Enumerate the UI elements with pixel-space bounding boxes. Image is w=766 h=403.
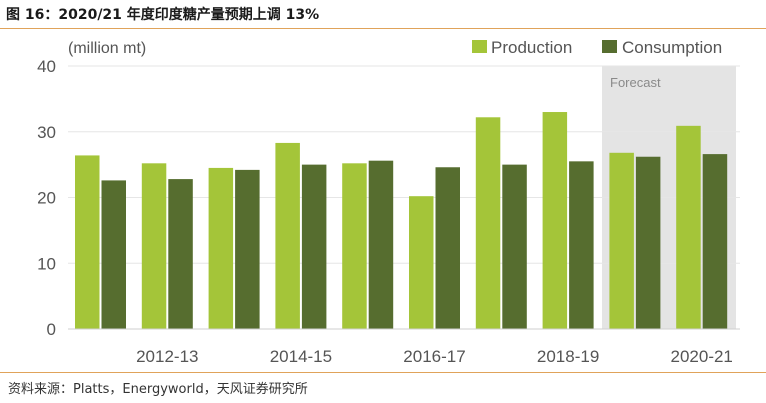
legend: Production Consumption	[472, 38, 722, 57]
consumption-bar	[301, 164, 327, 329]
production-bar	[208, 167, 234, 329]
consumption-bar	[569, 161, 594, 329]
consumption-bar	[702, 154, 728, 329]
legend-consumption-label: Consumption	[622, 38, 722, 57]
forecast-label: Forecast	[610, 75, 661, 90]
consumption-bar	[635, 156, 661, 329]
production-bar	[609, 152, 634, 329]
production-bar	[542, 112, 568, 330]
consumption-bar	[168, 179, 193, 329]
production-bar	[75, 155, 100, 329]
y-tick-label: 40	[37, 57, 56, 76]
x-tick-label: 2018-19	[537, 347, 599, 366]
production-bar	[475, 117, 501, 329]
y-tick-label: 20	[37, 189, 56, 208]
legend-production-label: Production	[491, 38, 572, 57]
consumption-bar	[435, 167, 460, 329]
y-tick-label: 10	[37, 254, 56, 273]
production-bar	[275, 142, 300, 329]
x-tick-label: 2016-17	[403, 347, 465, 366]
y-axis-ticks: 0 10 20 30 40	[37, 57, 56, 339]
x-tick-label: 2020-21	[671, 347, 733, 366]
bars	[75, 112, 728, 330]
legend-production-swatch	[472, 40, 487, 53]
legend-consumption-swatch	[602, 40, 617, 53]
figure-title: 图 16：2020/21 年度印度糖产量预期上调 13%	[6, 7, 320, 23]
x-axis-ticks: 2012-13 2014-15 2016-17 2018-19 2020-21	[136, 347, 733, 366]
consumption-bar	[368, 160, 394, 329]
y-tick-label: 30	[37, 123, 56, 142]
top-rule	[0, 28, 766, 29]
production-bar	[342, 163, 367, 329]
y-axis-unit-label: (million mt)	[68, 40, 146, 57]
production-bar	[409, 196, 434, 329]
consumption-bar	[502, 164, 527, 329]
y-tick-label: 0	[47, 320, 56, 339]
consumption-bar	[235, 169, 260, 329]
consumption-bar	[101, 180, 126, 329]
production-bar	[141, 163, 167, 329]
bottom-rule	[0, 372, 766, 373]
x-tick-label: 2014-15	[270, 347, 332, 366]
source-note: 资料来源：Platts，Energyworld，天风证券研究所	[8, 382, 308, 397]
x-tick-label: 2012-13	[136, 347, 198, 366]
production-bar	[676, 125, 701, 330]
